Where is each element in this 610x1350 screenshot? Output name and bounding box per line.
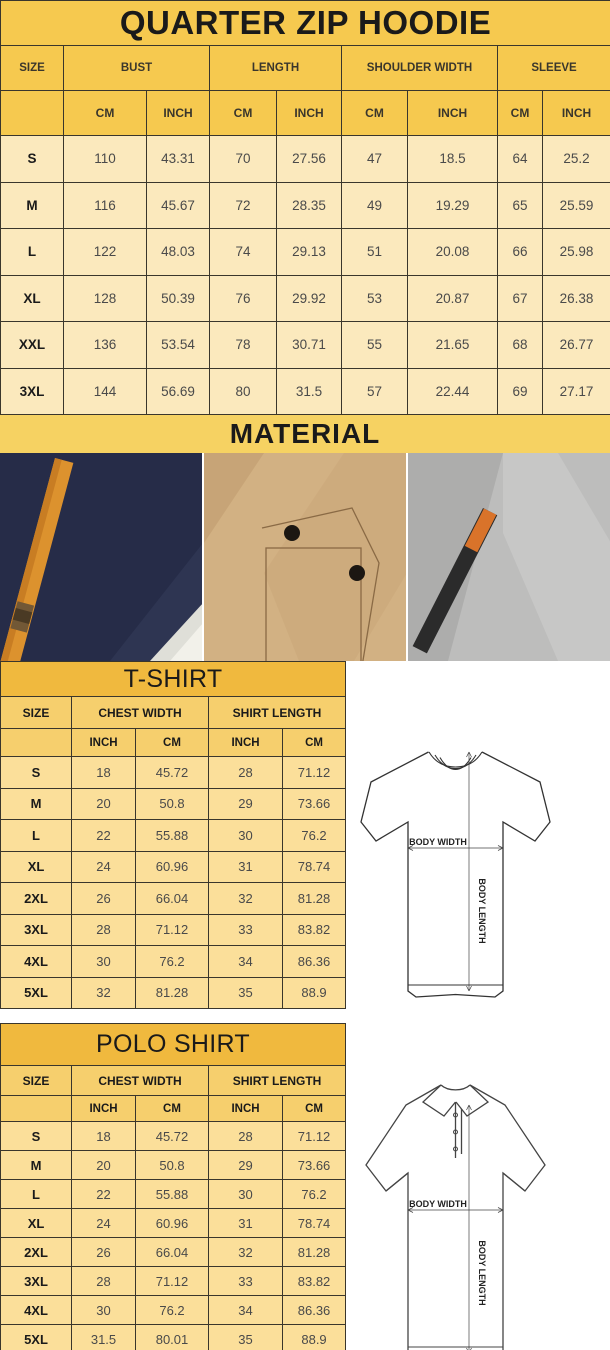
- svg-text:BODY LENGTH: BODY LENGTH: [477, 1240, 487, 1305]
- svg-text:BODY LENGTH: BODY LENGTH: [477, 878, 487, 943]
- svg-text:BODY WIDTH: BODY WIDTH: [409, 837, 467, 847]
- svg-text:BODY WIDTH: BODY WIDTH: [409, 1199, 467, 1209]
